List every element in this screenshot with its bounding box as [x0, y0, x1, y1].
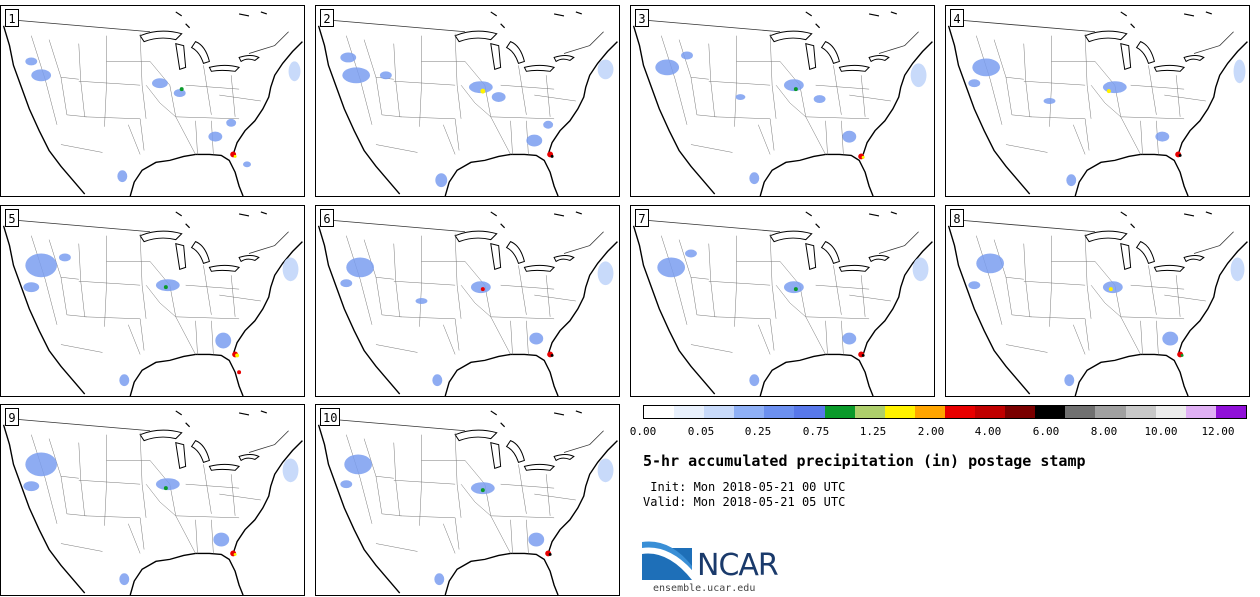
- tick-label: 2.00: [917, 425, 945, 438]
- colorbar-swatch: [1065, 406, 1096, 418]
- map-5: [2, 211, 304, 396]
- map-6: [317, 211, 619, 396]
- colorbar-swatch: [824, 406, 855, 418]
- panel-label: 5: [5, 209, 19, 227]
- tick-label: 10.00: [1144, 425, 1178, 438]
- panel-member-4: 4: [945, 5, 1250, 197]
- tick-label: 0.25: [744, 425, 772, 438]
- colorbar-swatch: [854, 406, 885, 418]
- colorbar-swatch: [794, 406, 825, 418]
- colorbar-swatch: [944, 406, 976, 418]
- panel-label: 2: [320, 9, 334, 27]
- panel-member-9: 9: [0, 404, 305, 596]
- figure-title: 5-hr accumulated precipitation (in) post…: [643, 452, 1086, 470]
- map-1: [2, 11, 304, 196]
- valid-time: Valid: Mon 2018-05-21 05 UTC: [643, 495, 846, 509]
- tick-label: 4.00: [974, 425, 1002, 438]
- colorbar-swatch: [1095, 406, 1126, 418]
- colorbar-swatch: [644, 406, 675, 418]
- logo-wordmark: NCAR: [697, 548, 779, 583]
- colorbar-swatch: [734, 406, 765, 418]
- colorbar-swatch: [1005, 406, 1036, 418]
- map-10: [317, 410, 619, 595]
- panel-member-7: 7: [630, 205, 935, 397]
- panel-label: 3: [635, 9, 649, 27]
- tick-label: 1.25: [859, 425, 887, 438]
- tick-label: 6.00: [1032, 425, 1060, 438]
- ncar-logo-icon: [642, 541, 692, 580]
- panel-label: 1: [5, 9, 19, 27]
- colorbar-swatch: [704, 406, 735, 418]
- colorbar-swatch: [914, 406, 945, 418]
- colorbar-swatch: [674, 406, 705, 418]
- map-8: [947, 211, 1249, 396]
- tick-label: 0.75: [802, 425, 830, 438]
- colorbar-swatch: [1215, 406, 1246, 418]
- panel-label: 9: [5, 408, 19, 426]
- map-3: [632, 11, 934, 196]
- colorbar-swatch: [1125, 406, 1156, 418]
- map-4: [947, 11, 1249, 196]
- panel-member-1: 1: [0, 5, 305, 197]
- colorbar-swatch: [975, 406, 1006, 418]
- colorbar-swatch: [764, 406, 795, 418]
- tick-label: 8.00: [1090, 425, 1118, 438]
- colorbar-swatch: [1035, 406, 1066, 418]
- panel-label: 8: [950, 209, 964, 227]
- panel-label: 4: [950, 9, 964, 27]
- map-2: [317, 11, 619, 196]
- tick-label: 0.00: [629, 425, 657, 438]
- tick-label: 12.00: [1201, 425, 1235, 438]
- map-7: [632, 211, 934, 396]
- panel-member-10: 10: [315, 404, 620, 596]
- site-url: ensemble.ucar.edu: [653, 583, 756, 594]
- panel-member-8: 8: [945, 205, 1250, 397]
- colorbar-swatch: [1155, 406, 1186, 418]
- panel-label: 6: [320, 209, 334, 227]
- panel-member-6: 6: [315, 205, 620, 397]
- panel-member-5: 5: [0, 205, 305, 397]
- map-9: [2, 410, 304, 595]
- panel-label: 7: [635, 209, 649, 227]
- panel-member-2: 2: [315, 5, 620, 197]
- tick-label: 0.05: [687, 425, 715, 438]
- colorbar-swatch: [884, 406, 915, 418]
- colorbar: [643, 405, 1247, 419]
- panel-label: 10: [320, 408, 341, 426]
- panel-member-3: 3: [630, 5, 935, 197]
- init-time: Init: Mon 2018-05-21 00 UTC: [643, 480, 846, 494]
- colorbar-swatch: [1185, 406, 1216, 418]
